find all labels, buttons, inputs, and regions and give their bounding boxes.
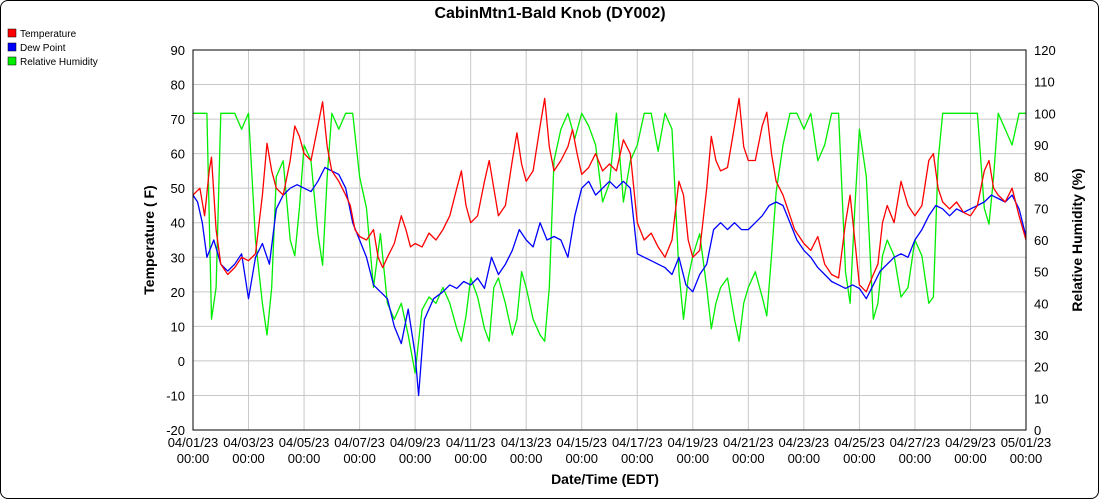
y2-axis-label: Relative Humidity (%) (1069, 168, 1085, 311)
plot-area (193, 50, 1026, 430)
series-line-temperature (192, 97, 1027, 293)
x-tick-time: 00:00 (565, 451, 598, 466)
y2-tick-label: 110 (1034, 75, 1055, 90)
y2-tick-label: 120 (1034, 43, 1056, 58)
legend-swatch (7, 56, 17, 66)
x-tick-time: 00:00 (343, 451, 376, 466)
y2-tick-label: 0 (1034, 423, 1041, 438)
y-tick-label: 10 (171, 319, 185, 334)
legend-label: Temperature (20, 29, 77, 40)
x-tick-time: 00:00 (399, 451, 432, 466)
y-tick-label: 80 (171, 78, 185, 93)
x-tick-date: 04/15/23 (556, 435, 607, 450)
y-tick-label: 90 (171, 43, 185, 58)
x-tick-time: 00:00 (954, 451, 987, 466)
y2-tick-label: 20 (1034, 360, 1048, 375)
y2-tick-label: 40 (1034, 296, 1048, 311)
legend-label: Relative Humidity (20, 57, 98, 68)
y-tick-label: 30 (171, 250, 185, 265)
x-tick-date: 04/23/23 (779, 435, 830, 450)
y-tick-label: -20 (166, 423, 185, 438)
x-tick-date: 04/29/23 (945, 435, 996, 450)
y2-tick-label: 60 (1034, 233, 1048, 248)
x-tick-time: 00:00 (732, 451, 765, 466)
x-tick-time: 00:00 (510, 451, 543, 466)
x-tick-time: 00:00 (288, 451, 321, 466)
x-tick-date: 04/07/23 (334, 435, 385, 450)
x-tick-date: 04/27/23 (890, 435, 941, 450)
x-tick-date: 04/09/23 (390, 435, 441, 450)
legend: Temperature Dew Point Relative Humidity (7, 28, 98, 68)
x-tick-date: 04/13/23 (501, 435, 552, 450)
x-tick-date: 05/01/23 (1001, 435, 1052, 450)
x-tick-time: 00:00 (788, 451, 821, 466)
y-tick-label: 20 (171, 285, 185, 300)
x-tick-time: 00:00 (1010, 451, 1043, 466)
y2-tick-label: 70 (1034, 201, 1048, 216)
legend-label: Dew Point (20, 43, 66, 54)
x-axis-label: Date/Time (EDT) (551, 471, 659, 487)
y2-tick-label: 50 (1034, 265, 1048, 280)
x-tick-time: 00:00 (843, 451, 876, 466)
y-axis-label: Temperature ( F) (141, 185, 157, 294)
y-tick-label: -10 (166, 388, 185, 403)
plot-border (192, 49, 1027, 431)
x-tick-date: 04/11/23 (446, 435, 496, 450)
x-tick-time: 00:00 (454, 451, 487, 466)
chart-title: CabinMtn1-Bald Knob (DY002) (434, 5, 665, 22)
y-tick-label: 70 (171, 112, 185, 127)
x-tick-time: 00:00 (621, 451, 654, 466)
y2-tick-label: 10 (1034, 391, 1048, 406)
series-line-dew-point (192, 166, 1027, 397)
y2-tick-label: 80 (1034, 170, 1048, 185)
series-layer (192, 97, 1027, 397)
y2-tick-label: 30 (1034, 328, 1048, 343)
x-tick-time: 00:00 (899, 451, 932, 466)
x-tick-date: 04/19/23 (667, 435, 718, 450)
x-tick-date: 04/17/23 (612, 435, 663, 450)
x-tick-time: 00:00 (677, 451, 710, 466)
y-tick-label: 60 (171, 147, 185, 162)
y-tick-label: 50 (171, 181, 185, 196)
x-tick-date: 04/01/23 (168, 435, 219, 450)
x-axis: 04/01/2300:0004/03/2300:0004/05/2300:000… (168, 435, 1052, 466)
x-tick-date: 04/21/23 (723, 435, 774, 450)
legend-swatch (7, 28, 17, 38)
y-tick-label: 40 (171, 216, 185, 231)
y-tick-label: 0 (178, 354, 185, 369)
x-tick-date: 04/05/23 (279, 435, 330, 450)
series-line-relative-humidity (193, 112, 1026, 374)
x-tick-time: 00:00 (232, 451, 265, 466)
y2-tick-label: 100 (1034, 106, 1056, 121)
x-tick-time: 00:00 (177, 451, 210, 466)
x-tick-date: 04/03/23 (223, 435, 274, 450)
y-axis-right: 0 10 20 30 40 50 60 70 80 90 100 110 120 (1034, 43, 1056, 438)
legend-swatch (7, 42, 17, 52)
y-axis-left: -20 -10 0 10 20 30 40 50 60 70 80 90 (166, 43, 185, 438)
y2-tick-label: 90 (1034, 138, 1048, 153)
x-tick-date: 04/25/23 (834, 435, 885, 450)
